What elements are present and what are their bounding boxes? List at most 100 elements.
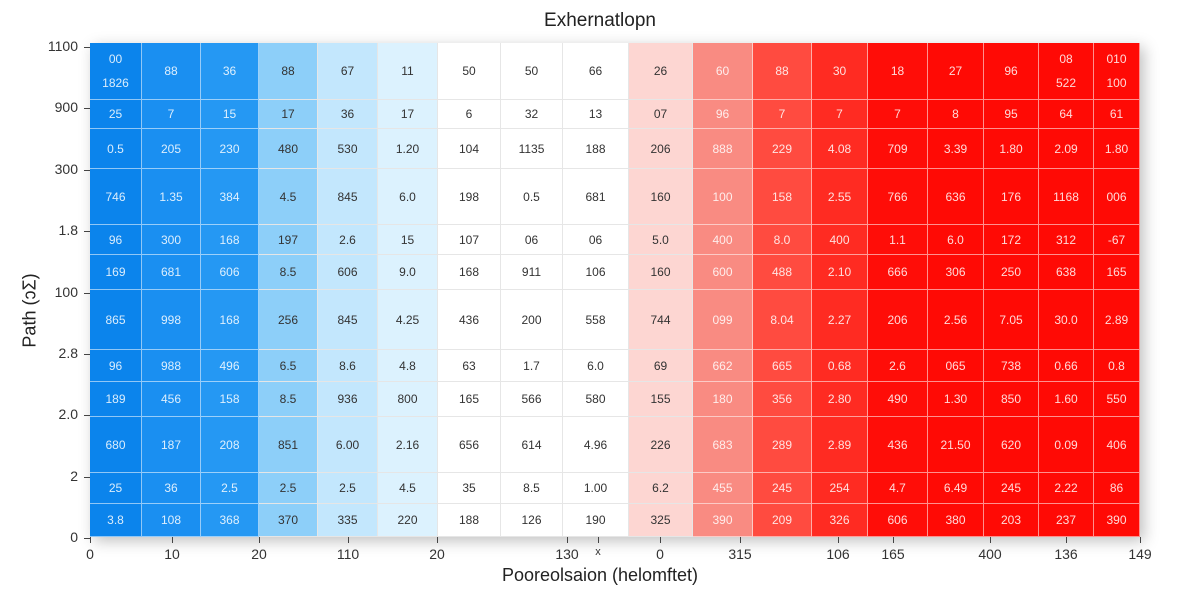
- cell-value: 6.0: [947, 232, 964, 247]
- cell-value: 7: [894, 107, 901, 121]
- heatmap-cell: 620: [984, 417, 1039, 473]
- heatmap-cell: 656: [438, 417, 501, 473]
- cell-value: 600: [712, 265, 733, 279]
- cell-value: 606: [887, 513, 908, 527]
- heatmap-cell: 198: [438, 169, 501, 225]
- cell-value: 4.7: [889, 481, 906, 495]
- heatmap-cell: 1.80: [1094, 129, 1140, 169]
- cell-value: -67: [1107, 232, 1126, 247]
- cell-value: 208: [219, 437, 240, 452]
- x-tick-label: x: [595, 546, 601, 558]
- y-tick-label: 1.8: [58, 222, 78, 239]
- cell-value: 455: [712, 481, 733, 495]
- x-tick-label: 315: [728, 546, 752, 562]
- cell-value: 680: [105, 437, 126, 452]
- heatmap-cell: 681: [563, 169, 629, 225]
- cell-value: 220: [397, 513, 418, 527]
- cell-value: 683: [712, 437, 733, 452]
- cell-value: 88: [164, 64, 178, 78]
- cell-value: 96: [108, 232, 123, 247]
- cell-value: 1168: [1053, 189, 1079, 204]
- heatmap-cell: 455: [693, 473, 753, 504]
- cell-value: 099: [712, 312, 733, 327]
- cell-value: 7: [836, 107, 843, 121]
- heatmap-cell: 335: [318, 504, 378, 537]
- x-tick-mark: [893, 537, 894, 543]
- heatmap-cell: 1168: [1039, 169, 1094, 225]
- heatmap-cell: 7.05: [984, 290, 1039, 350]
- heatmap-cell: 744: [629, 290, 693, 350]
- heatmap-cell: 099: [693, 290, 753, 350]
- cell-value: 998: [160, 312, 182, 327]
- heatmap-cell: 158: [753, 169, 812, 225]
- cell-value: 165: [1106, 265, 1127, 279]
- heatmap-cell: 356: [753, 382, 812, 417]
- cell-value: 400: [829, 232, 850, 247]
- heatmap-cell: 106: [563, 255, 629, 290]
- cell-value: 4.25: [395, 312, 420, 327]
- heatmap-cell: 61: [1094, 100, 1140, 129]
- heatmap-cell: 187: [142, 417, 201, 473]
- chart-title: Exhernatlopn: [544, 10, 656, 31]
- cell-extra-value: 1826: [102, 76, 129, 90]
- heatmap-cell: 189: [90, 382, 142, 417]
- heatmap-cell: 606: [318, 255, 378, 290]
- cell-value: 6.2: [652, 481, 669, 495]
- heatmap-cell: 50: [501, 43, 563, 100]
- y-tick-label: 2.0: [58, 406, 78, 423]
- cell-value: 17: [400, 107, 415, 121]
- cell-value: 306: [945, 265, 966, 279]
- cell-value: 496: [219, 358, 240, 373]
- heatmap-cell: 636: [928, 169, 984, 225]
- heatmap-cell: 390: [693, 504, 753, 537]
- cell-value: 07: [653, 107, 668, 121]
- cell-value: 250: [1000, 265, 1022, 279]
- y-tick-label: 2: [70, 467, 78, 484]
- cell-value: 108: [160, 513, 182, 527]
- heatmap-cell: 06: [563, 225, 629, 255]
- heatmap-cell: 96: [90, 225, 142, 255]
- heatmap-cell: 665: [753, 350, 812, 382]
- x-tick-label: 0: [86, 546, 94, 562]
- heatmap-cell: 4.25: [378, 290, 438, 350]
- heatmap-cell: 64: [1039, 100, 1094, 129]
- heatmap-cell: 488: [753, 255, 812, 290]
- cell-value: 8: [952, 107, 959, 121]
- cell-value: 104: [458, 141, 480, 156]
- x-tick-mark: [598, 537, 599, 543]
- cell-value: 5.0: [652, 232, 669, 247]
- cell-value: 189: [105, 392, 126, 406]
- cell-value: 606: [337, 265, 358, 279]
- heatmap-cell: 200: [501, 290, 563, 350]
- cell-value: 15: [222, 107, 237, 121]
- heatmap-cell: 638: [1039, 255, 1094, 290]
- cell-value: 96: [108, 358, 123, 373]
- heatmap-cell: 614: [501, 417, 563, 473]
- cell-value: 746: [105, 189, 126, 204]
- heatmap-cell: 2.55: [812, 169, 868, 225]
- cell-value: 13: [588, 107, 603, 121]
- heatmap-cell: 18: [868, 43, 928, 100]
- cell-value: 8.5: [523, 481, 540, 495]
- heatmap-cell: 550: [1094, 382, 1140, 417]
- cell-value: 300: [160, 232, 182, 247]
- x-axis-label: Pooreolsaion (helomftet): [501, 565, 699, 585]
- cell-value: 480: [277, 141, 299, 156]
- x-tick-mark: [90, 537, 91, 543]
- heatmap-cell: 0.09: [1039, 417, 1094, 473]
- x-tick-mark: [1066, 537, 1067, 543]
- cell-value: 160: [650, 189, 671, 204]
- heatmap-cell: 245: [984, 473, 1039, 504]
- heatmap-cell: 36: [318, 100, 378, 129]
- cell-value: 681: [585, 189, 606, 204]
- heatmap-cell: 15: [201, 100, 259, 129]
- cell-value: 065: [945, 358, 966, 373]
- heatmap-cell: 107: [438, 225, 501, 255]
- heatmap-cell: 2.27: [812, 290, 868, 350]
- cell-value: 456: [160, 392, 182, 406]
- cell-value: 06: [524, 232, 539, 247]
- heatmap-cell: 2.09: [1039, 129, 1094, 169]
- heatmap-cell: 558: [563, 290, 629, 350]
- cell-value: 3.8: [107, 513, 124, 527]
- cell-value: 436: [887, 437, 908, 452]
